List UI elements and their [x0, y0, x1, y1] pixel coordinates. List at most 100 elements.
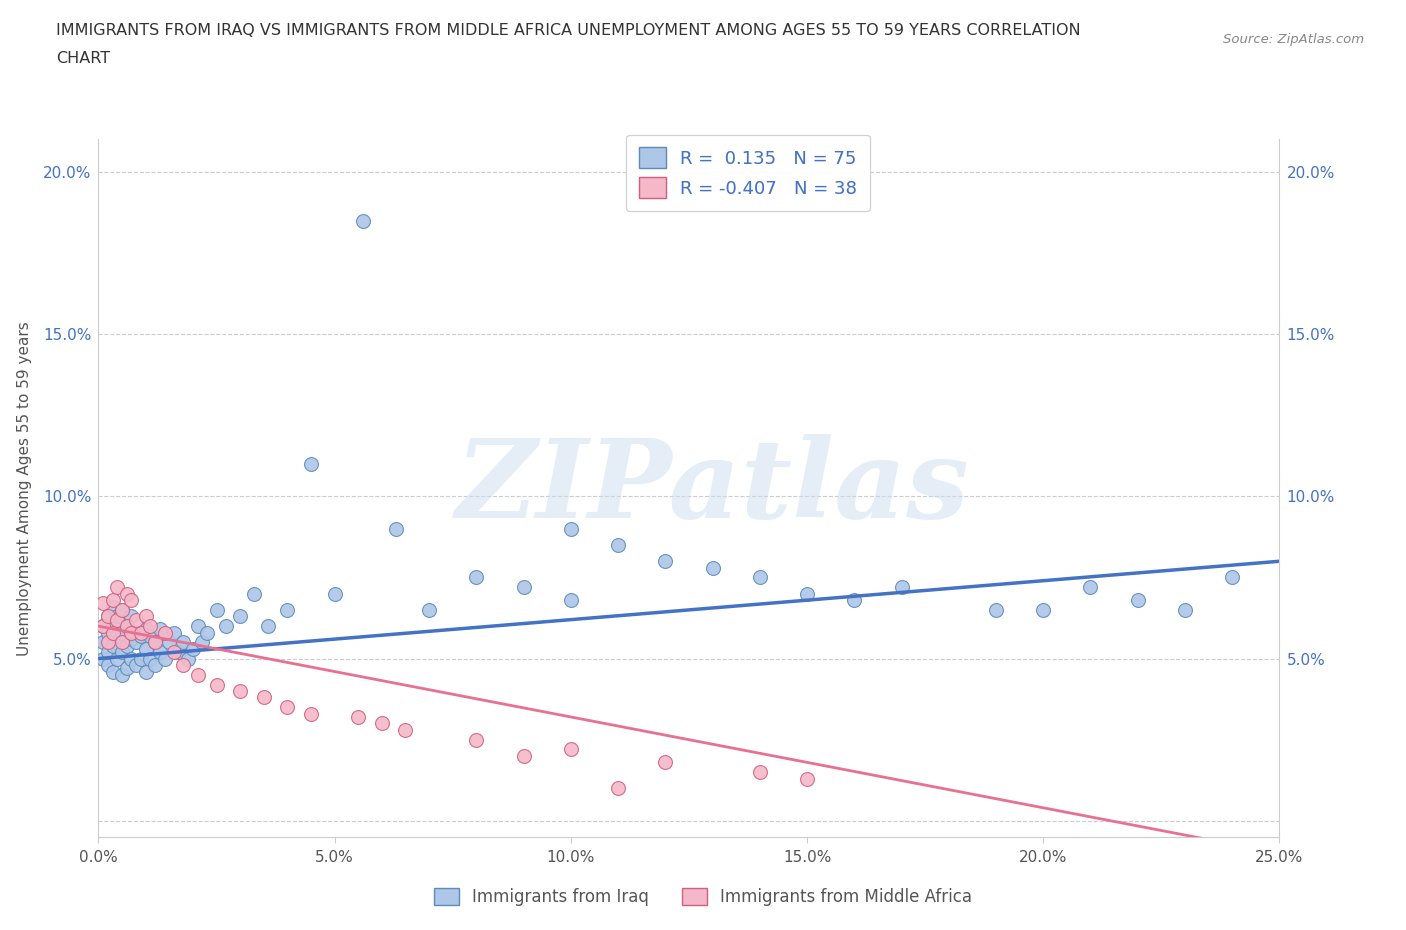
- Point: [276, 603, 298, 618]
- Point: [135, 609, 157, 624]
- Point: [844, 592, 866, 607]
- Point: [101, 599, 124, 614]
- Point: [121, 592, 143, 607]
- Point: [257, 618, 280, 633]
- Point: [371, 716, 394, 731]
- Point: [748, 570, 770, 585]
- Point: [105, 629, 128, 644]
- Point: [105, 579, 128, 594]
- Point: [253, 690, 276, 705]
- Point: [191, 635, 214, 650]
- Point: [121, 651, 143, 666]
- Point: [1220, 570, 1243, 585]
- Point: [1174, 603, 1197, 618]
- Point: [125, 658, 148, 672]
- Point: [195, 625, 218, 640]
- Point: [129, 625, 152, 640]
- Text: Source: ZipAtlas.com: Source: ZipAtlas.com: [1223, 33, 1364, 46]
- Y-axis label: Unemployment Among Ages 55 to 59 years: Unemployment Among Ages 55 to 59 years: [17, 321, 32, 656]
- Point: [167, 644, 190, 659]
- Point: [512, 749, 534, 764]
- Point: [111, 644, 134, 659]
- Point: [702, 560, 724, 575]
- Point: [1032, 603, 1054, 618]
- Point: [984, 603, 1007, 618]
- Point: [143, 635, 166, 650]
- Point: [352, 213, 374, 228]
- Point: [97, 635, 120, 650]
- Point: [105, 651, 128, 666]
- Point: [115, 638, 138, 653]
- Point: [105, 609, 128, 624]
- Point: [91, 635, 114, 650]
- Point: [157, 635, 180, 650]
- Point: [187, 618, 209, 633]
- Point: [121, 609, 143, 624]
- Point: [91, 651, 114, 666]
- Point: [143, 658, 166, 672]
- Point: [101, 664, 124, 679]
- Point: [139, 651, 162, 666]
- Point: [153, 651, 176, 666]
- Point: [129, 651, 152, 666]
- Point: [111, 635, 134, 650]
- Point: [560, 522, 582, 537]
- Point: [115, 618, 138, 633]
- Point: [796, 771, 818, 786]
- Point: [125, 612, 148, 627]
- Point: [607, 781, 630, 796]
- Point: [299, 706, 322, 721]
- Point: [149, 622, 172, 637]
- Point: [796, 586, 818, 601]
- Point: [163, 625, 186, 640]
- Point: [394, 723, 416, 737]
- Text: CHART: CHART: [56, 51, 110, 66]
- Point: [560, 742, 582, 757]
- Point: [205, 677, 228, 692]
- Point: [177, 651, 200, 666]
- Point: [105, 612, 128, 627]
- Point: [1126, 592, 1149, 607]
- Point: [91, 618, 114, 633]
- Point: [115, 618, 138, 633]
- Point: [323, 586, 346, 601]
- Point: [97, 609, 120, 624]
- Point: [172, 658, 194, 672]
- Point: [299, 457, 322, 472]
- Legend: Immigrants from Iraq, Immigrants from Middle Africa: Immigrants from Iraq, Immigrants from Mi…: [427, 881, 979, 912]
- Point: [748, 764, 770, 779]
- Point: [172, 635, 194, 650]
- Point: [91, 596, 114, 611]
- Point: [101, 618, 124, 633]
- Point: [129, 629, 152, 644]
- Point: [607, 538, 630, 552]
- Point: [101, 638, 124, 653]
- Point: [139, 629, 162, 644]
- Point: [91, 618, 114, 633]
- Point: [111, 603, 134, 618]
- Point: [135, 642, 157, 657]
- Point: [187, 668, 209, 683]
- Text: IMMIGRANTS FROM IRAQ VS IMMIGRANTS FROM MIDDLE AFRICA UNEMPLOYMENT AMONG AGES 55: IMMIGRANTS FROM IRAQ VS IMMIGRANTS FROM …: [56, 23, 1081, 38]
- Point: [97, 644, 120, 659]
- Point: [347, 710, 370, 724]
- Point: [125, 635, 148, 650]
- Point: [111, 603, 134, 618]
- Point: [111, 625, 134, 640]
- Point: [276, 699, 298, 714]
- Point: [101, 592, 124, 607]
- Point: [243, 586, 266, 601]
- Point: [115, 586, 138, 601]
- Point: [121, 631, 143, 646]
- Text: ZIPatlas: ZIPatlas: [456, 434, 970, 542]
- Point: [229, 609, 252, 624]
- Point: [465, 732, 488, 747]
- Point: [512, 579, 534, 594]
- Point: [143, 635, 166, 650]
- Point: [97, 658, 120, 672]
- Point: [135, 622, 157, 637]
- Point: [654, 755, 676, 770]
- Point: [385, 522, 408, 537]
- Point: [97, 609, 120, 624]
- Point: [139, 618, 162, 633]
